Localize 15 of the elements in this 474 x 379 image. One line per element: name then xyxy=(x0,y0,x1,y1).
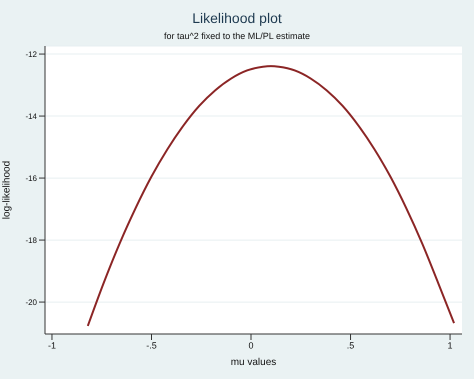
y-tick-label: -16 xyxy=(25,174,38,183)
y-tick-label: -14 xyxy=(25,112,38,121)
y-tick-label: -20 xyxy=(25,298,38,307)
y-axis-title: log-likelihood xyxy=(2,160,13,220)
chart-subtitle: for tau^2 fixed to the ML/PL estimate xyxy=(163,31,311,41)
y-tick-label: -18 xyxy=(25,236,38,245)
x-tick-label: -.5 xyxy=(146,340,157,350)
chart-title: Likelihood plot xyxy=(191,10,283,26)
x-tick-label: 1 xyxy=(448,340,453,350)
x-tick-label: -1 xyxy=(48,340,56,350)
x-tick-label: 0 xyxy=(248,340,254,350)
line-series xyxy=(86,65,456,327)
x-tick-label: .5 xyxy=(346,340,354,350)
x-axis-title: mu values xyxy=(230,357,276,368)
y-tick-label: -12 xyxy=(25,50,38,59)
